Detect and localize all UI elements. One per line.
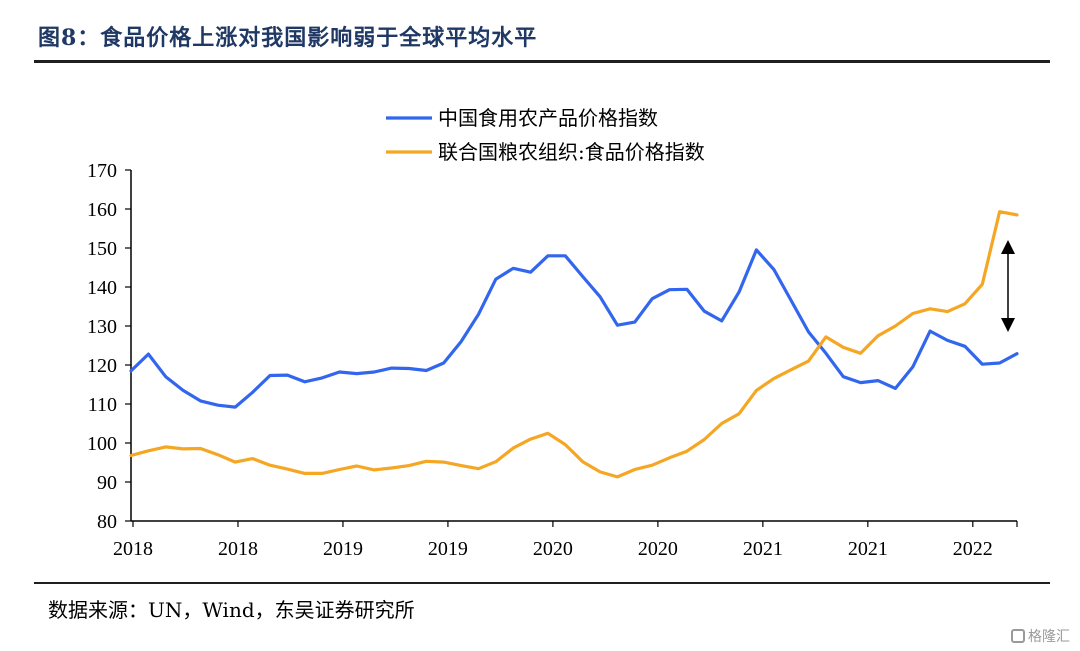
- series-line-2: [129, 210, 1019, 479]
- gap-arrow: [1001, 240, 1015, 332]
- watermark-logo-icon: [1011, 629, 1025, 643]
- x-tick-label: 2020: [533, 538, 573, 560]
- watermark-text: 格隆汇: [1028, 629, 1070, 645]
- y-tick-label: 110: [88, 394, 117, 416]
- legend-label: 联合国粮农组织:食品价格指数: [438, 140, 705, 164]
- y-tick-label: 160: [87, 199, 117, 221]
- chart-axes: 80 90 100 110 120 130 140 150 160 170 2018 2018 2019…: [87, 160, 1018, 560]
- x-tick-label: 2018: [113, 538, 153, 560]
- top-rule: [34, 60, 1050, 63]
- source-note: 数据来源：UN，Wind，东吴证券研究所: [48, 598, 415, 622]
- x-tick-label: 2018: [218, 538, 258, 560]
- figure-title: 图8：食品价格上涨对我国影响弱于全球平均水平: [38, 25, 538, 51]
- y-tick-label: 80: [97, 511, 117, 533]
- x-tick-label: 2022: [953, 538, 993, 560]
- arrow-head-up: [1001, 240, 1015, 254]
- y-tick-label: 150: [87, 238, 117, 260]
- y-tick-label: 130: [87, 316, 117, 338]
- series-line-1: [129, 248, 1019, 409]
- watermark: 格隆汇: [1011, 626, 1070, 646]
- x-tick-label: 2020: [638, 538, 678, 560]
- bottom-rule: [34, 582, 1050, 584]
- y-tick-label: 100: [87, 433, 117, 455]
- legend-label: 中国食用农产品价格指数: [438, 106, 658, 130]
- x-tick-label: 2021: [848, 538, 888, 560]
- chart-series: [129, 210, 1019, 479]
- y-tick-label: 140: [87, 277, 117, 299]
- y-tick-label: 90: [97, 472, 117, 494]
- x-tick-label: 2019: [428, 538, 468, 560]
- x-tick-label: 2021: [743, 538, 783, 560]
- x-tick-label: 2019: [323, 538, 363, 560]
- y-tick-label: 170: [87, 160, 117, 182]
- arrow-head-down: [1001, 318, 1015, 332]
- y-tick-label: 120: [87, 355, 117, 377]
